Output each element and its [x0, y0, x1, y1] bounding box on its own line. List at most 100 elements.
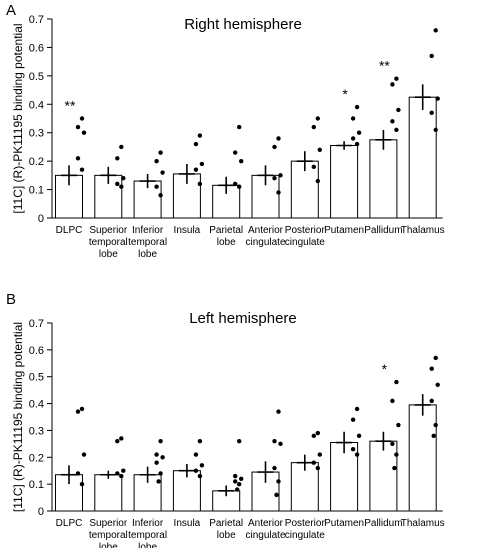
data-point: [154, 460, 159, 465]
data-point: [278, 173, 283, 178]
x-tick-label: Putamen: [324, 225, 364, 236]
data-point: [239, 476, 244, 481]
data-point: [274, 492, 279, 498]
data-point: [154, 158, 159, 164]
data-point: [199, 161, 205, 167]
data-point: [433, 355, 438, 361]
data-point: [158, 150, 163, 155]
x-tick-label: temporal: [128, 237, 167, 248]
data-point: [75, 409, 81, 414]
data-point: [156, 479, 161, 484]
data-point: [197, 438, 203, 444]
data-point: [119, 436, 124, 441]
x-tick-label: Anterior: [248, 225, 284, 236]
significance-marker: **: [379, 58, 390, 74]
data-point: [237, 184, 242, 189]
data-point: [392, 465, 397, 471]
data-point: [233, 150, 238, 155]
data-point: [354, 406, 360, 412]
bar: [369, 139, 398, 219]
panel-label: A: [6, 2, 16, 19]
x-tick-label: Posterior: [285, 225, 326, 236]
data-point: [154, 452, 159, 457]
x-tick-label: Superior: [89, 225, 127, 236]
data-point: [315, 178, 320, 184]
bar: [408, 96, 437, 219]
data-point: [237, 481, 242, 487]
data-point: [394, 379, 399, 385]
y-tick-label: 0: [38, 213, 44, 225]
y-tick-label: 0.6: [29, 345, 44, 357]
data-point: [81, 452, 87, 457]
bar: [408, 404, 437, 512]
data-point: [390, 398, 395, 404]
x-tick-label: lobe: [138, 542, 157, 548]
y-tick-label: 0.3: [29, 425, 44, 437]
data-point: [121, 468, 126, 473]
data-point: [276, 479, 281, 484]
chart-panel-a: A Right hemisphere 0 0.1 0.2 0.3 0.4 0.5 0.6 0.7 […: [6, 2, 445, 260]
bar: [94, 474, 123, 512]
y-tick-label: 0: [38, 506, 44, 518]
data-point: [356, 433, 362, 438]
data-point: [394, 452, 399, 457]
data-point: [272, 144, 277, 150]
data-point: [154, 184, 159, 189]
x-tick-label: lobe: [99, 249, 118, 260]
data-point: [429, 366, 434, 371]
data-point: [435, 96, 440, 101]
x-tick-label: Inferior: [132, 518, 164, 529]
data-point: [233, 181, 238, 187]
data-point: [79, 116, 85, 121]
data-point: [158, 438, 163, 444]
data-point: [435, 382, 440, 387]
data-point: [233, 479, 238, 484]
data-point: [158, 193, 163, 198]
data-point: [429, 398, 434, 404]
data-point: [433, 28, 438, 33]
x-tick-label: cingulate: [245, 237, 285, 248]
x-tick-label: Parietal: [209, 518, 243, 529]
x-tick-label: Pallidum: [364, 225, 402, 236]
x-tick-label: Superior: [89, 518, 127, 529]
data-point: [276, 136, 281, 141]
data-point: [79, 481, 85, 487]
y-axis-label: [11C] (R)-PK11195 binding potential: [11, 322, 25, 512]
data-point: [193, 167, 199, 172]
significance-marker: **: [65, 98, 76, 114]
x-tick-label: lobe: [138, 249, 157, 260]
y-tick-label: 0.1: [29, 479, 44, 491]
data-point: [276, 190, 281, 195]
data-point: [119, 144, 124, 150]
data-point: [75, 124, 81, 130]
y-tick-label: 0.3: [29, 128, 44, 140]
data-point: [75, 156, 81, 161]
y-tick-label: 0.2: [29, 156, 44, 168]
data-point: [354, 452, 360, 457]
data-point: [278, 441, 283, 447]
x-tick-label: cingulate: [245, 530, 285, 541]
y-tick-label: 0.5: [29, 372, 44, 384]
x-tick-label: Posterior: [285, 518, 326, 529]
data-point: [350, 447, 356, 452]
x-tick-label: lobe: [99, 542, 118, 548]
x-tick-label: temporal: [89, 530, 128, 541]
y-axis-label: [11C] (R)-PK11195 binding potential: [11, 23, 25, 213]
x-tick-label: lobe: [217, 237, 236, 248]
data-point: [193, 452, 199, 457]
data-point: [235, 487, 240, 492]
data-point: [354, 141, 360, 147]
significance-marker: *: [382, 361, 388, 377]
data-point: [81, 130, 87, 135]
data-point: [311, 460, 316, 465]
data-point: [317, 452, 322, 457]
data-point: [390, 441, 395, 447]
data-point: [433, 422, 438, 428]
x-tick-label: cingulate: [285, 237, 325, 248]
data-point: [119, 473, 124, 479]
data-point: [160, 170, 165, 175]
data-point: [79, 406, 85, 412]
significance-marker: *: [342, 86, 348, 102]
data-point: [193, 141, 199, 147]
